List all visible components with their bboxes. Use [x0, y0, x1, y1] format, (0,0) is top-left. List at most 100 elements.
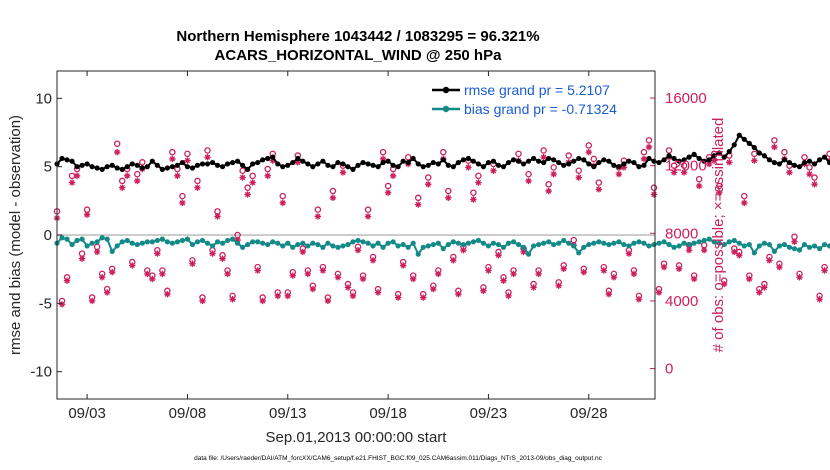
obs-assimilated-point — [450, 257, 457, 264]
obs-possible-point — [670, 162, 678, 169]
bias-point — [536, 241, 542, 248]
rmse-series — [54, 132, 830, 172]
rmse-point — [144, 164, 150, 170]
obs-assimilated-point — [751, 157, 758, 164]
rmse-point — [179, 159, 186, 166]
obs-assimilated-point — [379, 155, 387, 163]
rmse-point — [124, 164, 130, 170]
y-right-tick-label: 12000 — [665, 158, 707, 175]
rmse-point — [530, 155, 537, 162]
rmse-point — [816, 157, 823, 163]
rmse-point — [380, 159, 386, 166]
rmse-point — [174, 162, 181, 168]
obs-assimilated-point — [339, 169, 347, 176]
obs-assimilated-point — [329, 194, 337, 202]
bias-point — [711, 239, 717, 245]
bias-point — [686, 241, 692, 248]
obs-assimilated-point — [690, 275, 698, 283]
bias-point — [465, 240, 471, 246]
obs-assimilated-point — [249, 179, 256, 186]
rmse-point — [591, 164, 597, 170]
bias-point — [566, 240, 572, 246]
bias-point — [209, 243, 216, 249]
rmse-point — [470, 158, 476, 164]
rmse-point — [561, 162, 567, 168]
y-left-tick-label: 10 — [35, 90, 52, 107]
obs-possible-point — [791, 233, 798, 240]
rmse-point — [99, 166, 105, 172]
bias-point — [320, 244, 326, 250]
obs-assimilated-point — [766, 257, 773, 264]
rmse-point — [395, 164, 401, 170]
obs-assimilated-point — [354, 247, 362, 254]
obs-assimilated-point — [294, 159, 302, 166]
bias-point — [741, 243, 747, 249]
rmse-point — [806, 158, 813, 164]
rmse-point — [556, 159, 562, 166]
rmse-point — [541, 159, 547, 166]
bias-point — [390, 239, 396, 245]
bias-point — [410, 240, 416, 246]
obs-assimilated-point — [550, 170, 557, 178]
rmse-point — [300, 158, 306, 164]
bias-point — [485, 243, 492, 249]
obs-assimilated-point — [264, 172, 271, 180]
bias-point — [139, 240, 145, 246]
rmse-point — [430, 159, 436, 166]
obs-assimilated-point — [761, 284, 768, 291]
obs-assimilated-point — [169, 155, 176, 163]
obs-assimilated-point — [234, 236, 241, 244]
bias-point — [330, 243, 336, 249]
y-left-tick-label: 5 — [44, 159, 52, 176]
rmse-point — [686, 154, 692, 160]
obs-possible-point — [440, 148, 447, 156]
obs-assimilated-point — [184, 157, 191, 164]
bias-point — [656, 240, 662, 246]
obs-possible-point — [771, 137, 778, 144]
bias-point — [736, 240, 742, 246]
bias-point — [420, 244, 426, 250]
rmse-point — [440, 157, 446, 163]
obs-assimilated-point — [78, 255, 86, 262]
obs-assimilated-point — [705, 160, 713, 168]
obs-possible-point — [364, 206, 372, 213]
rmse-point — [134, 162, 140, 168]
rmse-point — [159, 166, 165, 172]
bias-point — [500, 244, 507, 250]
rmse-point — [420, 164, 426, 170]
obs-possible-point — [113, 140, 121, 147]
rmse-point — [731, 142, 737, 148]
rmse-point — [305, 161, 311, 167]
obs-assimilated-point — [776, 263, 783, 271]
rmse-point — [350, 166, 356, 172]
bias-point — [505, 240, 512, 246]
obs-assimilated-point — [480, 287, 487, 294]
rmse-point — [355, 162, 361, 168]
obs-possible-point — [134, 170, 141, 178]
rmse-point — [716, 150, 722, 156]
rmse-point — [801, 159, 808, 166]
bias-point — [596, 239, 602, 245]
obs-possible-point — [515, 150, 522, 158]
bias-point — [676, 243, 682, 249]
obs-assimilated-point — [595, 186, 603, 193]
rmse-point — [465, 155, 471, 162]
obs-assimilated-point — [349, 292, 357, 300]
obs-possible-point — [585, 142, 593, 149]
bias-point — [455, 240, 461, 246]
rmse-point — [515, 158, 522, 164]
bias-point — [189, 241, 196, 248]
bias-point — [99, 235, 105, 241]
obs-assimilated-point — [219, 255, 226, 262]
rmse-point — [596, 159, 602, 166]
obs-possible-point — [545, 181, 552, 188]
rmse-point — [811, 161, 818, 167]
obs-assimilated-point — [655, 289, 663, 296]
bias-point — [621, 241, 627, 248]
rmse-point — [480, 164, 487, 170]
obs-possible-point — [239, 167, 246, 175]
bias-point — [495, 241, 502, 248]
rmse-point — [330, 164, 336, 170]
obs-assimilated-point — [199, 297, 206, 305]
